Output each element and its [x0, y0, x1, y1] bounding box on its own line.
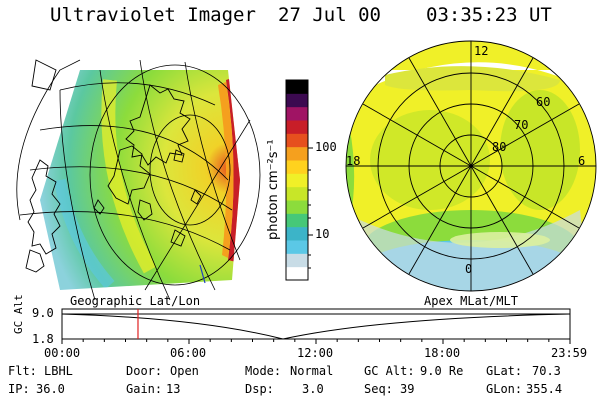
- time-label: 03:35:23 UT: [426, 4, 552, 26]
- colorbar-segment: [286, 253, 308, 268]
- colorbar-unit-label: photon cm⁻²s⁻¹: [266, 139, 281, 240]
- lat-label-60: 60: [536, 95, 551, 109]
- door-label: Door:: [126, 364, 163, 378]
- xtick-0000: 00:00: [44, 346, 81, 360]
- altitude-ylabel: GC Alt: [12, 294, 25, 334]
- colorbar-segment: [286, 266, 308, 281]
- xtick-1800: 18:00: [424, 346, 461, 360]
- glat-label: GLat:: [486, 364, 523, 378]
- colorbar-segment: [286, 93, 308, 108]
- glat-value: 70.3: [532, 364, 561, 378]
- colorbar-segment: [286, 226, 308, 241]
- colorbar-segment: [286, 213, 308, 228]
- mlt-label-6: 6: [578, 154, 586, 168]
- gain-label: Gain:: [126, 382, 163, 396]
- dsp-label: Dsp:: [245, 382, 274, 396]
- lat-label-70: 70: [514, 118, 529, 132]
- date-label: 27 Jul 00: [278, 4, 381, 26]
- colorbar-segment: [286, 160, 308, 174]
- altitude-ymin: 1.8: [32, 332, 54, 346]
- dsp-value: 3.0: [302, 382, 324, 396]
- flt-label: Flt:: [8, 364, 37, 378]
- glon-label: GLon:: [486, 382, 523, 396]
- colorbar-segment: [286, 133, 308, 148]
- seq-label: Seq:: [364, 382, 393, 396]
- left-aurora-image: [40, 70, 240, 290]
- mode-value: Normal: [290, 364, 334, 378]
- glon-value: 355.4: [526, 382, 563, 396]
- gain-value: 13: [166, 382, 181, 396]
- colorbar-segment: [286, 80, 308, 94]
- gcalt-value: 9.0 Re: [420, 364, 464, 378]
- colorbar-tick-100: 100: [315, 140, 337, 154]
- geographic-map: [16, 59, 261, 301]
- altitude-ymax: 9.0: [32, 306, 54, 320]
- seq-value: 39: [400, 382, 415, 396]
- apex-polar-map: [345, 40, 597, 292]
- flt-value: LBHL: [44, 364, 73, 378]
- ip-value: 36.0: [36, 382, 65, 396]
- colorbar-segment: [286, 186, 308, 201]
- colorbar-segment: [286, 200, 308, 214]
- altitude-plot: [61, 308, 571, 344]
- instrument-title: Ultraviolet Imager: [50, 4, 256, 26]
- right-map-caption: Apex MLat/MLT: [424, 294, 518, 308]
- xtick-0600: 06:00: [170, 346, 207, 360]
- colorbar-segment: [286, 240, 308, 254]
- colorbar-segment: [286, 106, 308, 121]
- colorbar-segment: [286, 146, 308, 161]
- mode-label: Mode:: [245, 364, 282, 378]
- left-map-caption: Geographic Lat/Lon: [70, 294, 201, 308]
- xtick-1200: 12:00: [297, 346, 334, 360]
- xtick-2359: 23:59: [551, 346, 588, 360]
- colorbar-segment: [286, 120, 308, 134]
- gcalt-label: GC Alt:: [364, 364, 415, 378]
- ip-label: IP:: [8, 382, 30, 396]
- door-value: Open: [170, 364, 199, 378]
- colorbar-segment: [286, 173, 308, 188]
- mlt-label-18: 18: [346, 154, 361, 168]
- colorbar: [285, 79, 313, 281]
- mlt-label-12: 12: [474, 44, 489, 58]
- mlt-label-0: 0: [465, 262, 473, 276]
- colorbar-tick-10: 10: [315, 227, 330, 241]
- lat-label-80: 80: [492, 140, 507, 154]
